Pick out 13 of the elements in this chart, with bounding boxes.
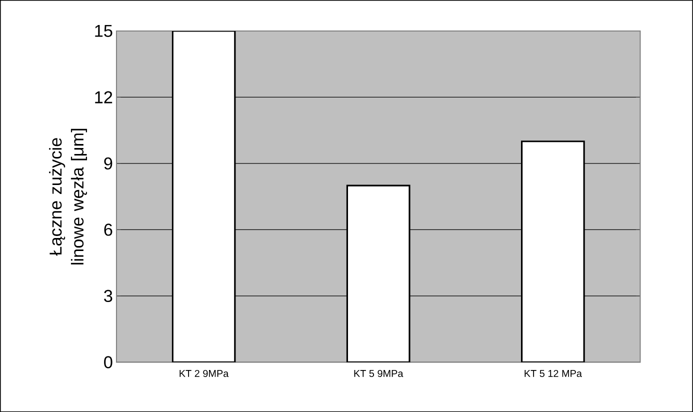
bar [346, 184, 410, 362]
x-tick-label: KT 5 9MPa [354, 370, 404, 377]
y-tick-label: 15 [95, 24, 112, 37]
y-tick-label: 12 [95, 91, 112, 104]
x-tick-label: KT 5 12 MPa [524, 370, 582, 377]
bar [520, 140, 585, 362]
x-tick-label: KT 2 9MPa [180, 370, 229, 377]
bar [172, 30, 236, 362]
y-axis-title: Łączne zużycie linowe węzła [μm] [49, 128, 88, 264]
y-tick-label: 6 [104, 224, 112, 236]
y-tick-label: 3 [104, 290, 112, 302]
y-tick-label: 0 [104, 356, 112, 368]
y-tick-label: 9 [104, 157, 112, 170]
